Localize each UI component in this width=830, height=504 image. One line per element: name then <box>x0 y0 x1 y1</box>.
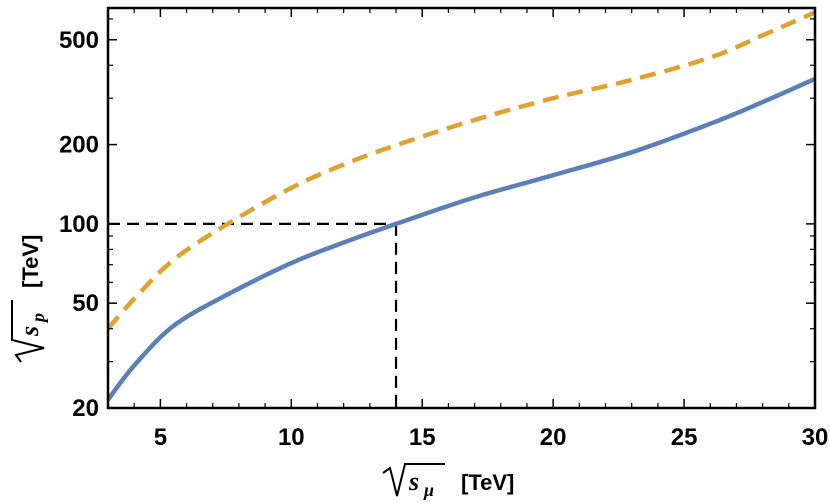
y-tick-label: 20 <box>72 395 99 422</box>
series-layer <box>106 10 816 402</box>
x-axis-title: s μ [TeV] <box>382 463 514 500</box>
tick-labels: 5 10 15 20 25 30 20 50 100 200 500 <box>59 27 828 451</box>
plot-frame <box>106 6 817 410</box>
y-axis-title: s p [TeV] <box>11 235 48 363</box>
y-axis-unit: [TeV] <box>18 235 43 288</box>
x-tick-label: 15 <box>409 424 436 451</box>
axis-ticks <box>107 8 816 409</box>
y-axis-sqrt-sign <box>11 300 45 363</box>
x-axis-subscript: μ <box>423 480 434 500</box>
x-axis-unit: [TeV] <box>461 470 514 495</box>
series-line-dashed <box>106 10 816 331</box>
y-tick-label: 50 <box>72 290 99 317</box>
y-axis-subscript: p <box>28 313 48 324</box>
x-tick-label: 20 <box>540 424 567 451</box>
y-tick-label: 500 <box>59 27 99 54</box>
y-axis-symbol: s <box>15 326 44 337</box>
x-tick-label: 30 <box>802 424 829 451</box>
series-line-solid <box>106 76 816 402</box>
x-tick-label: 25 <box>671 424 698 451</box>
y-tick-label: 100 <box>59 211 99 238</box>
x-tick-label: 5 <box>154 424 167 451</box>
x-tick-label: 10 <box>278 424 305 451</box>
reference-lines <box>108 222 398 408</box>
y-tick-label: 200 <box>59 132 99 159</box>
x-axis-symbol: s <box>408 467 419 496</box>
x-axis-sqrt-sign <box>382 463 445 497</box>
